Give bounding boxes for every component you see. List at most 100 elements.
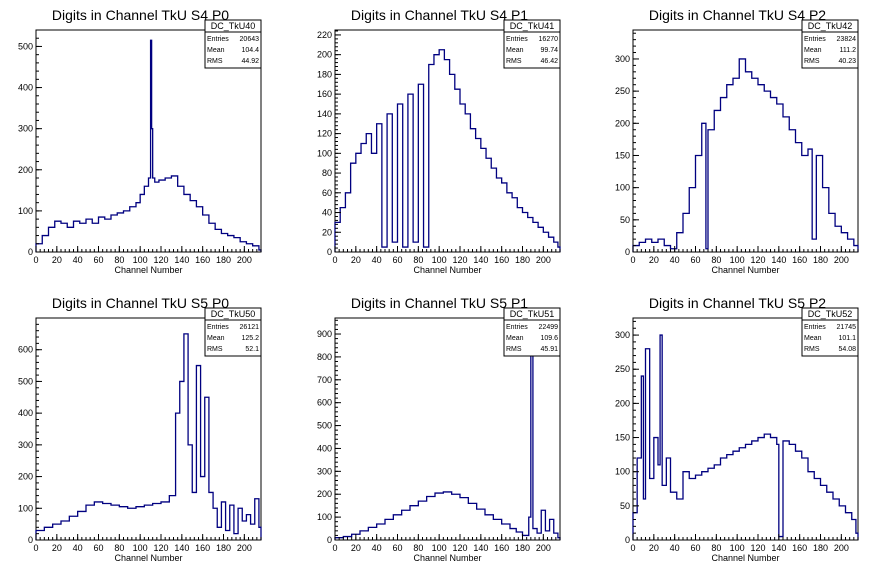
- x-tick-label: 200: [536, 255, 551, 265]
- y-tick-label: 600: [317, 398, 332, 408]
- stats-value: 52.1: [245, 346, 259, 353]
- histogram-panel: Digits in Channel TkU S4 P0 0 20 40 60 80 100 1…: [18, 7, 262, 275]
- y-tick-label: 100: [615, 467, 630, 477]
- stats-frame: [503, 307, 561, 357]
- y-tick-label: 500: [317, 421, 332, 431]
- stats-label: Entries: [506, 324, 528, 331]
- x-tick-label: 40: [670, 543, 680, 553]
- y-tick-label: 0: [625, 247, 630, 257]
- stats-value: 125.2: [241, 335, 259, 342]
- y-tick-label: 80: [322, 168, 332, 178]
- stats-title: DC_TkU42: [808, 21, 853, 31]
- stats-value: 40.23: [838, 58, 856, 65]
- x-tick-label: 160: [195, 255, 210, 265]
- stats-label: Entries: [207, 324, 229, 331]
- y-tick-label: 600: [18, 345, 33, 355]
- x-tick-label: 80: [114, 543, 124, 553]
- x-tick-label: 60: [690, 255, 700, 265]
- x-tick-label: 160: [494, 255, 509, 265]
- stats-title: DC_TkU50: [211, 309, 256, 319]
- stats-label: Entries: [804, 36, 826, 43]
- stats-title: DC_TkU40: [211, 21, 256, 31]
- stats-label: Mean: [207, 335, 225, 342]
- x-tick-label: 120: [452, 255, 467, 265]
- y-tick-label: 100: [615, 183, 630, 193]
- y-tick-label: 200: [317, 50, 332, 60]
- histogram-line: [632, 334, 859, 540]
- x-axis-label: Channel Number: [114, 553, 182, 563]
- x-tick-label: 20: [351, 255, 361, 265]
- y-tick-label: 500: [18, 41, 33, 51]
- x-tick-label: 0: [332, 543, 337, 553]
- y-tick-label: 100: [18, 206, 33, 216]
- stats-frame: [801, 307, 859, 357]
- x-tick-label: 60: [392, 543, 402, 553]
- y-tick-label: 40: [322, 208, 332, 218]
- stats-value: 104.4: [241, 47, 259, 54]
- x-tick-label: 40: [372, 255, 382, 265]
- stats-box: DC_TkU50 Entries 26121 Mean 125.2 RMS 52.1: [204, 307, 262, 357]
- stats-label: Mean: [804, 335, 822, 342]
- x-tick-label: 100: [730, 255, 745, 265]
- chart-title: Digits in Channel TkU S4 P1: [351, 7, 528, 23]
- x-tick-label: 160: [494, 543, 509, 553]
- y-tick-label: 0: [327, 247, 332, 257]
- x-tick-label: 20: [52, 543, 62, 553]
- histogram-line: [334, 49, 561, 252]
- x-tick-label: 0: [332, 255, 337, 265]
- x-tick-label: 180: [813, 255, 828, 265]
- x-tick-label: 180: [216, 543, 231, 553]
- y-tick-label: 300: [615, 54, 630, 64]
- x-axis-label: Channel Number: [711, 265, 779, 275]
- y-tick-label: 0: [625, 535, 630, 545]
- stats-value: 99.74: [540, 47, 558, 54]
- chart-title: Digits in Channel TkU S4 P0: [52, 7, 229, 23]
- x-tick-label: 60: [93, 255, 103, 265]
- y-tick-label: 180: [317, 69, 332, 79]
- x-tick-label: 20: [649, 255, 659, 265]
- x-tick-label: 200: [834, 543, 849, 553]
- stats-box: DC_TkU41 Entries 16270 Mean 99.74 RMS 46.42: [503, 19, 561, 69]
- histogram-panel: Digits in Channel TkU S5 P2 0 20 40 60 80 100 1…: [615, 295, 859, 563]
- stats-label: Entries: [207, 36, 229, 43]
- y-tick-label: 200: [615, 118, 630, 128]
- y-tick-label: 0: [28, 247, 33, 257]
- x-tick-label: 200: [834, 255, 849, 265]
- y-tick-label: 400: [18, 408, 33, 418]
- x-tick-label: 120: [452, 543, 467, 553]
- x-tick-label: 100: [432, 543, 447, 553]
- x-tick-label: 40: [73, 543, 83, 553]
- stats-frame: [204, 307, 262, 357]
- histogram-line: [632, 58, 859, 252]
- y-tick-label: 200: [18, 165, 33, 175]
- x-tick-label: 140: [174, 255, 189, 265]
- x-tick-label: 80: [413, 255, 423, 265]
- stats-label: Mean: [506, 335, 524, 342]
- y-tick-label: 300: [615, 330, 630, 340]
- y-tick-label: 50: [620, 215, 630, 225]
- stats-title: DC_TkU52: [808, 309, 853, 319]
- x-axis-label: Channel Number: [711, 553, 779, 563]
- y-tick-label: 150: [615, 433, 630, 443]
- y-tick-label: 20: [322, 227, 332, 237]
- stats-label: RMS: [804, 58, 820, 65]
- x-tick-label: 100: [432, 255, 447, 265]
- y-tick-label: 800: [317, 352, 332, 362]
- x-tick-label: 60: [93, 543, 103, 553]
- y-tick-label: 160: [317, 89, 332, 99]
- y-tick-label: 400: [18, 83, 33, 93]
- x-tick-label: 0: [630, 255, 635, 265]
- x-axis-label: Channel Number: [114, 265, 182, 275]
- y-tick-label: 50: [620, 501, 630, 511]
- stats-value: 45.91: [540, 346, 558, 353]
- x-tick-label: 80: [711, 543, 721, 553]
- x-tick-label: 200: [237, 255, 252, 265]
- x-tick-label: 60: [690, 543, 700, 553]
- stats-box: DC_TkU40 Entries 20643 Mean 104.4 RMS 44.92: [204, 19, 262, 69]
- stats-label: RMS: [207, 346, 223, 353]
- x-tick-label: 160: [792, 543, 807, 553]
- y-tick-label: 100: [317, 148, 332, 158]
- histogram-line: [334, 333, 561, 540]
- stats-value: 46.42: [540, 58, 558, 65]
- histogram-line: [35, 39, 262, 252]
